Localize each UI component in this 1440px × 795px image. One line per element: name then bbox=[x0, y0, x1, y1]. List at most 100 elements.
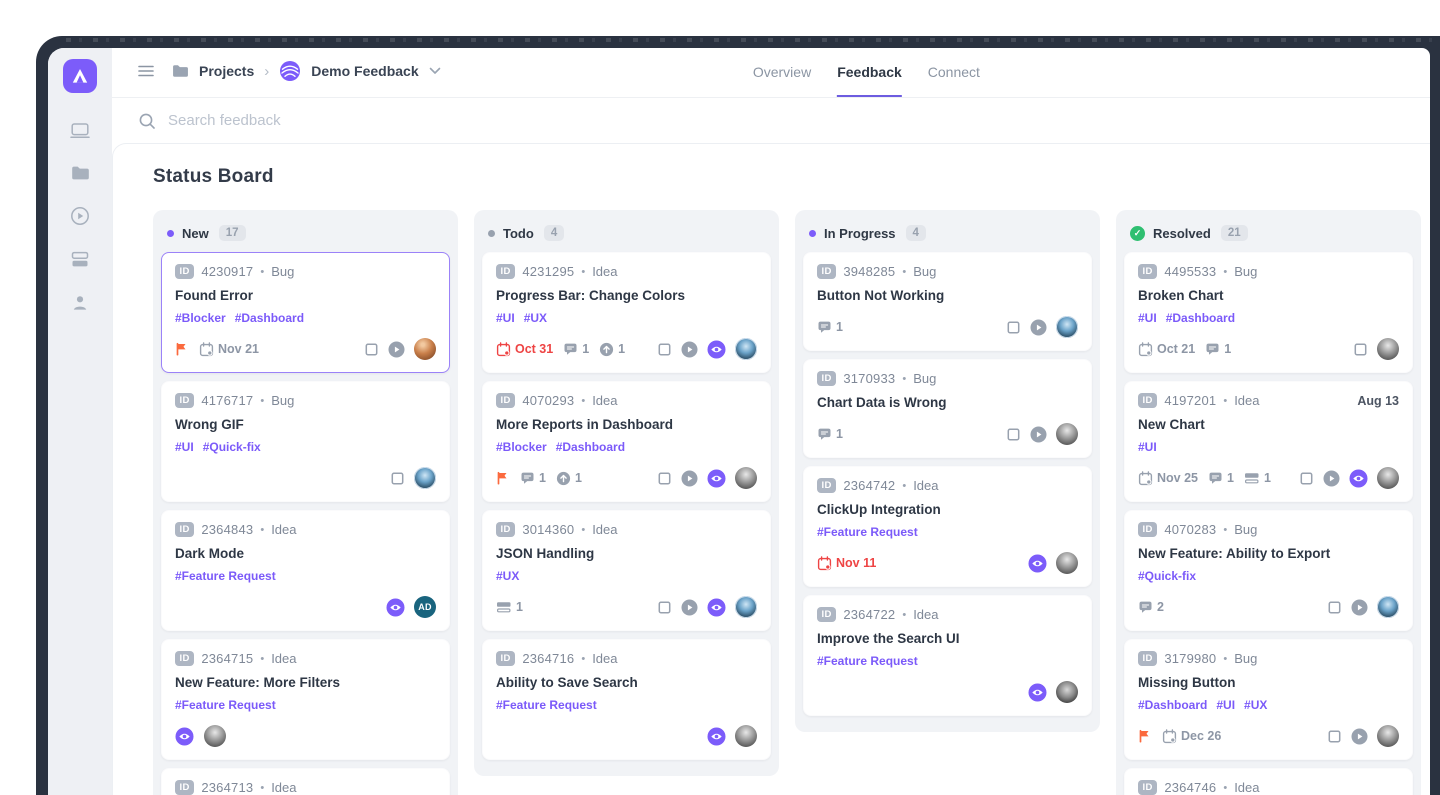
tag[interactable]: #Quick-fix bbox=[1138, 569, 1197, 583]
feedback-card[interactable]: ID 3948285 • Bug Button Not Working 1 bbox=[803, 252, 1092, 351]
eye-icon[interactable] bbox=[175, 727, 194, 746]
tab-bar: Overview Feedback Connect bbox=[753, 48, 980, 97]
feedback-card[interactable]: ID 3014360 • Idea JSON Handling #UX 1 bbox=[482, 510, 771, 631]
eye-icon[interactable] bbox=[707, 340, 726, 359]
eye-item bbox=[707, 598, 726, 617]
tag[interactable]: #UX bbox=[1244, 698, 1268, 712]
sidebar-stack-icon[interactable] bbox=[70, 249, 90, 269]
tag[interactable]: #Blocker bbox=[175, 311, 226, 325]
eye-icon[interactable] bbox=[1349, 469, 1368, 488]
feedback-card[interactable]: ID 4197201 • Idea Aug 13 New Chart #UI Nov 25 1 1 bbox=[1124, 381, 1413, 502]
eye-icon[interactable] bbox=[707, 727, 726, 746]
frame-icon[interactable] bbox=[657, 342, 672, 357]
comment-icon bbox=[817, 427, 832, 442]
tag[interactable]: #Dashboard bbox=[1165, 311, 1236, 325]
feedback-card[interactable]: ID 3170933 • Bug Chart Data is Wrong 1 bbox=[803, 359, 1092, 458]
tag[interactable]: #Dashboard bbox=[1138, 698, 1208, 712]
play-icon[interactable] bbox=[1030, 319, 1047, 336]
tag[interactable]: #Feature Request bbox=[817, 654, 918, 668]
tag[interactable]: #UX bbox=[523, 311, 548, 325]
frame-icon[interactable] bbox=[1327, 600, 1342, 615]
card-meta-row: ID 4495533 • Bug bbox=[1138, 264, 1399, 279]
search-input[interactable] bbox=[168, 112, 588, 129]
eye-icon[interactable] bbox=[707, 598, 726, 617]
frame-icon[interactable] bbox=[657, 471, 672, 486]
play-icon[interactable] bbox=[1323, 470, 1340, 487]
feedback-card[interactable]: ID 3179980 • Bug Missing Button #Dashboard #UI… bbox=[1124, 639, 1413, 760]
feedback-card[interactable]: ID 2364716 • Idea Ability to Save Search #Fea… bbox=[482, 639, 771, 760]
card-footer: Oct 31 1 1 bbox=[496, 338, 757, 360]
footer-right bbox=[707, 725, 757, 747]
tab-overview[interactable]: Overview bbox=[752, 64, 812, 80]
sidebar-folder-icon[interactable] bbox=[70, 163, 90, 183]
tag[interactable]: #UI bbox=[496, 311, 515, 325]
sidebar-user-icon[interactable] bbox=[70, 292, 90, 312]
breadcrumb-projects[interactable]: Projects bbox=[199, 63, 255, 79]
feedback-card[interactable]: ID 4231295 • Idea Progress Bar: Change Color… bbox=[482, 252, 771, 373]
tag[interactable]: #Feature Request bbox=[175, 569, 276, 583]
feedback-card[interactable]: ID 4495533 • Bug Broken Chart #UI #Dashboard Oc… bbox=[1124, 252, 1413, 373]
play-icon[interactable] bbox=[681, 341, 698, 358]
frame-icon[interactable] bbox=[1006, 427, 1021, 442]
card-footer bbox=[175, 725, 436, 747]
tag[interactable]: #Blocker bbox=[496, 440, 547, 454]
sidebar-screen-icon[interactable] bbox=[70, 120, 90, 140]
frame-icon[interactable] bbox=[1327, 729, 1342, 744]
play-icon[interactable] bbox=[1030, 426, 1047, 443]
tag[interactable]: #Dashboard bbox=[555, 440, 626, 454]
tag[interactable]: #UI bbox=[1138, 440, 1157, 454]
feedback-card[interactable]: ID 2364843 • Idea Dark Mode #Feature Request A… bbox=[161, 510, 450, 631]
breadcrumb-project-name[interactable]: Demo Feedback bbox=[311, 63, 419, 79]
tag[interactable]: #Quick-fix bbox=[202, 440, 261, 454]
play-icon[interactable] bbox=[681, 470, 698, 487]
calendar-count: Oct 31 bbox=[515, 342, 554, 356]
tag[interactable]: #Feature Request bbox=[175, 698, 276, 712]
feedback-card[interactable]: ID 4176717 • Bug Wrong GIF #UI #Quick-fix bbox=[161, 381, 450, 502]
tag[interactable]: #Feature Request bbox=[496, 698, 597, 712]
frame-icon[interactable] bbox=[657, 600, 672, 615]
eye-icon[interactable] bbox=[1028, 683, 1047, 702]
play-icon[interactable] bbox=[1351, 728, 1368, 745]
eye-icon[interactable] bbox=[386, 598, 405, 617]
feedback-card[interactable]: ID 2364715 • Idea New Feature: More Filters #… bbox=[161, 639, 450, 760]
play-icon[interactable] bbox=[1351, 599, 1368, 616]
frame-icon[interactable] bbox=[1299, 471, 1314, 486]
sidebar-play-circle-icon[interactable] bbox=[70, 206, 90, 226]
feedback-card[interactable]: ID 2364722 • Idea Improve the Search UI #Feat… bbox=[803, 595, 1092, 716]
frame-item bbox=[1006, 320, 1021, 335]
column-name: In Progress bbox=[824, 225, 896, 241]
feedback-card[interactable]: ID 2364742 • Idea ClickUp Integration #Featur… bbox=[803, 466, 1092, 587]
id-badge: ID bbox=[175, 651, 195, 666]
tag[interactable]: #UI bbox=[1138, 311, 1157, 325]
eye-icon[interactable] bbox=[1028, 554, 1047, 573]
feedback-card[interactable]: ID 4070283 • Bug New Feature: Ability to Exp… bbox=[1124, 510, 1413, 631]
tag[interactable]: #UX bbox=[496, 569, 520, 583]
id-badge: ID bbox=[496, 522, 516, 537]
card-type: Idea bbox=[271, 651, 297, 666]
frame-icon[interactable] bbox=[364, 342, 379, 357]
menu-icon[interactable] bbox=[138, 65, 154, 77]
app-logo-icon[interactable] bbox=[63, 59, 97, 93]
frame-icon[interactable] bbox=[1353, 342, 1368, 357]
tag[interactable]: #Feature Request bbox=[817, 525, 918, 539]
frame-icon[interactable] bbox=[1006, 320, 1021, 335]
tag[interactable]: #UI bbox=[1216, 698, 1236, 712]
tab-connect[interactable]: Connect bbox=[927, 64, 980, 80]
avatar bbox=[735, 338, 757, 360]
feedback-card[interactable]: ID 4230917 • Bug Found Error #Blocker #Dashboa… bbox=[161, 252, 450, 373]
tag[interactable]: #UI bbox=[175, 440, 194, 454]
eye-icon[interactable] bbox=[707, 469, 726, 488]
chevron-down-icon[interactable] bbox=[429, 67, 441, 75]
tag[interactable]: #Dashboard bbox=[234, 311, 305, 325]
tab-feedback[interactable]: Feedback bbox=[837, 64, 902, 97]
card-id: 2364722 bbox=[843, 607, 896, 622]
frame-item bbox=[1327, 729, 1342, 744]
eye-item bbox=[707, 469, 726, 488]
frame-icon[interactable] bbox=[390, 471, 405, 486]
feedback-card[interactable]: ID 4070293 • Idea More Reports in Dashboard #… bbox=[482, 381, 771, 502]
play-icon[interactable] bbox=[388, 341, 405, 358]
play-icon[interactable] bbox=[681, 599, 698, 616]
